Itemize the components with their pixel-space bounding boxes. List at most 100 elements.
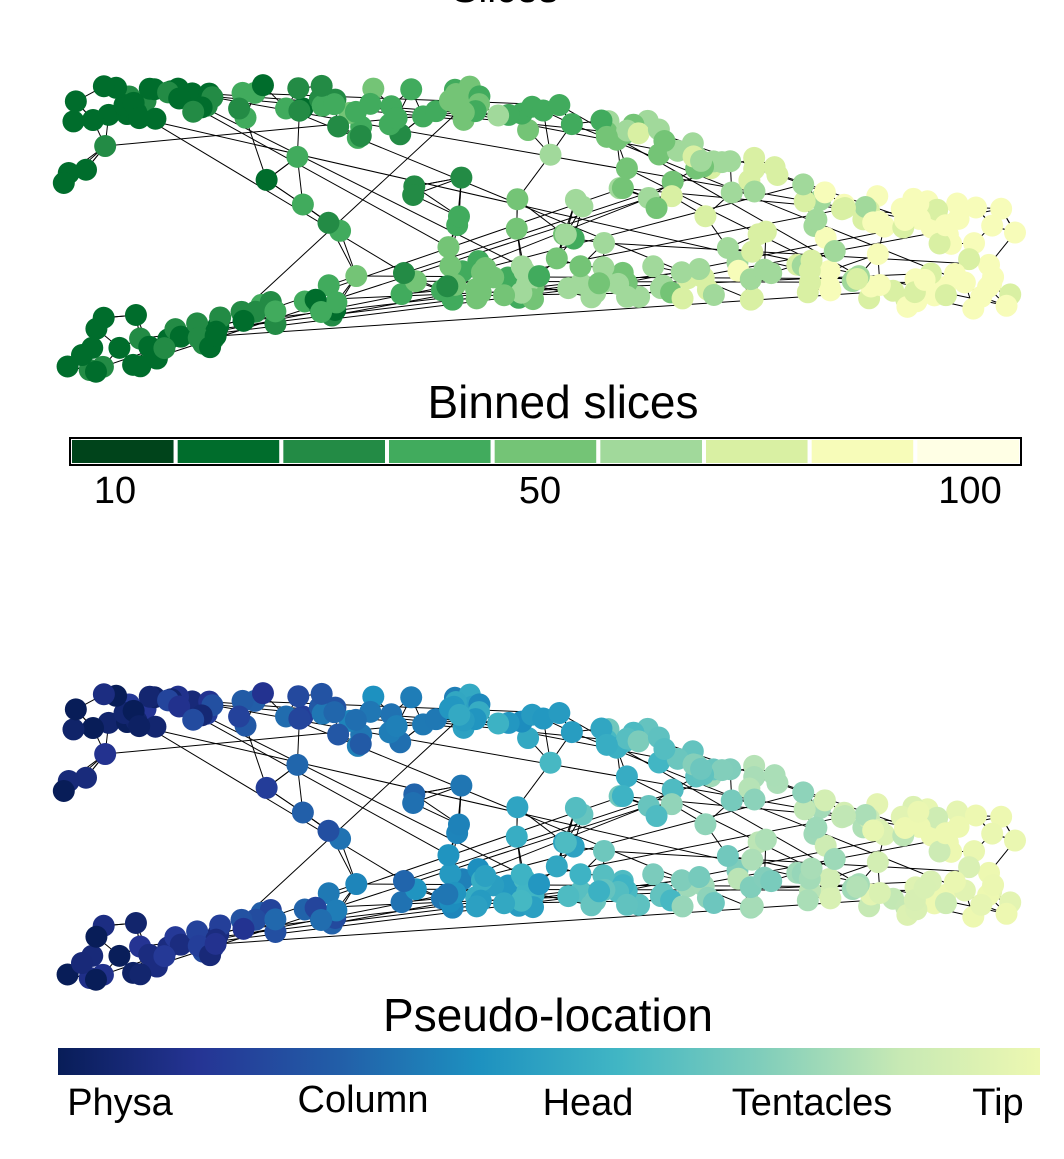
colorbar-label: Head — [543, 1082, 634, 1124]
node — [754, 828, 777, 851]
node — [846, 875, 869, 898]
colorbar-label: Tentacles — [732, 1082, 893, 1124]
node — [287, 685, 310, 708]
node — [982, 873, 1005, 896]
node — [805, 208, 828, 231]
node — [928, 840, 951, 863]
edge — [331, 901, 451, 925]
edge — [168, 290, 894, 340]
node — [506, 188, 529, 211]
node — [690, 149, 713, 172]
node — [720, 789, 743, 812]
node — [385, 715, 408, 738]
node — [995, 902, 1018, 925]
node — [291, 801, 314, 824]
edge — [241, 706, 473, 921]
node — [796, 889, 819, 912]
node — [64, 90, 87, 113]
node — [510, 889, 533, 912]
node — [796, 281, 819, 304]
node — [894, 816, 917, 839]
node — [345, 873, 368, 896]
node — [660, 793, 683, 816]
node — [627, 730, 650, 753]
colorbar-bin — [385, 436, 495, 467]
node — [913, 876, 936, 899]
node — [539, 751, 562, 774]
node — [447, 813, 470, 836]
node — [255, 776, 278, 799]
network — [52, 74, 1026, 383]
node — [439, 255, 462, 278]
node — [763, 156, 786, 179]
node — [560, 113, 583, 136]
node — [138, 685, 161, 708]
node — [474, 257, 497, 280]
colorbar-gradient — [58, 1048, 1040, 1075]
node — [545, 855, 568, 878]
node — [611, 785, 634, 808]
node — [85, 925, 108, 948]
node — [611, 177, 634, 200]
node — [763, 764, 786, 787]
edge — [571, 731, 966, 891]
colorbar-label: 50 — [519, 470, 561, 512]
node — [741, 848, 764, 871]
node — [660, 185, 683, 208]
node — [819, 887, 842, 910]
node — [934, 214, 957, 237]
node — [554, 831, 577, 854]
node — [153, 337, 176, 360]
node — [82, 717, 105, 740]
node — [288, 99, 311, 122]
node — [595, 125, 618, 148]
colorbar-label: 100 — [938, 470, 1001, 512]
node — [970, 893, 993, 916]
node — [286, 145, 309, 168]
node — [108, 944, 131, 967]
node — [228, 97, 251, 120]
node — [990, 805, 1013, 828]
node — [907, 192, 930, 215]
node — [487, 104, 510, 127]
node — [943, 262, 966, 285]
node — [251, 682, 274, 705]
node — [670, 869, 693, 892]
node — [616, 893, 639, 916]
node — [970, 285, 993, 308]
node — [792, 781, 815, 804]
node — [436, 883, 459, 906]
colorbar-frame — [69, 437, 1022, 466]
node — [964, 804, 987, 827]
node — [182, 708, 205, 731]
node — [232, 309, 255, 332]
node — [545, 247, 568, 270]
node — [400, 78, 423, 101]
edge — [331, 293, 451, 317]
node — [741, 287, 764, 310]
node — [505, 825, 528, 848]
colorbar-bin — [173, 436, 284, 467]
node — [653, 737, 676, 760]
node — [84, 360, 107, 383]
colorbar-title: Binned slices — [427, 376, 698, 428]
node — [310, 909, 333, 932]
node — [94, 135, 117, 158]
node — [819, 279, 842, 302]
node — [833, 805, 856, 828]
node — [510, 863, 533, 886]
node — [264, 908, 287, 931]
node — [450, 166, 473, 189]
node — [800, 857, 823, 880]
node — [228, 705, 251, 728]
node — [153, 945, 176, 968]
node — [436, 275, 459, 298]
node — [615, 765, 638, 788]
node — [52, 171, 75, 194]
node — [92, 75, 115, 98]
node — [710, 151, 733, 174]
node — [510, 255, 533, 278]
node — [588, 272, 611, 295]
node — [84, 968, 107, 991]
